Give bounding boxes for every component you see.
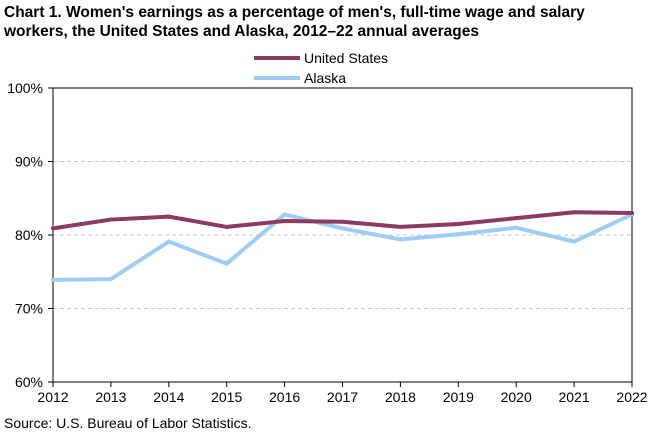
series-line-alaska: [53, 214, 632, 279]
series-lines: [51, 210, 634, 282]
y-tick-label: 90%: [15, 154, 43, 170]
y-axis: 60% 70% 80% 90% 100%: [7, 80, 53, 390]
data-point: [341, 220, 345, 224]
data-point: [456, 222, 460, 226]
data-point: [109, 277, 113, 281]
x-tick-label: 2018: [385, 389, 416, 405]
data-point: [514, 216, 518, 220]
data-point: [398, 225, 402, 229]
source-note: Source: U.S. Bureau of Labor Statistics.: [4, 415, 251, 431]
data-point: [225, 225, 229, 229]
data-point: [283, 212, 287, 216]
data-point: [630, 211, 634, 215]
data-point: [167, 215, 171, 219]
x-tick-label: 2015: [211, 389, 242, 405]
x-axis: 2012 2013 2014 2015 2016 2017 2018 2019 2020 2021…: [37, 382, 647, 405]
data-point: [398, 237, 402, 241]
y-tick-label: 60%: [15, 374, 43, 390]
data-point: [572, 240, 576, 244]
data-point: [341, 226, 345, 230]
x-tick-label: 2013: [95, 389, 126, 405]
x-tick-label: 2012: [37, 389, 68, 405]
data-point: [51, 278, 55, 282]
x-tick-label: 2017: [327, 389, 358, 405]
data-point: [167, 240, 171, 244]
x-tick-label: 2022: [616, 389, 647, 405]
x-tick-label: 2019: [443, 389, 474, 405]
y-tick-label: 70%: [15, 301, 43, 317]
data-point: [225, 262, 229, 266]
data-point: [572, 210, 576, 214]
x-tick-label: 2014: [153, 389, 184, 405]
legend-label: Alaska: [304, 70, 346, 86]
data-point: [456, 232, 460, 236]
chart-legend: United States Alaska: [254, 50, 388, 86]
data-point: [514, 226, 518, 230]
y-tick-label: 80%: [15, 227, 43, 243]
y-tick-label: 100%: [7, 80, 43, 96]
data-point: [283, 219, 287, 223]
data-point: [51, 226, 55, 230]
x-tick-label: 2016: [269, 389, 300, 405]
legend-label: United States: [304, 50, 388, 66]
x-tick-label: 2020: [501, 389, 532, 405]
x-tick-label: 2021: [559, 389, 590, 405]
data-point: [109, 218, 113, 222]
